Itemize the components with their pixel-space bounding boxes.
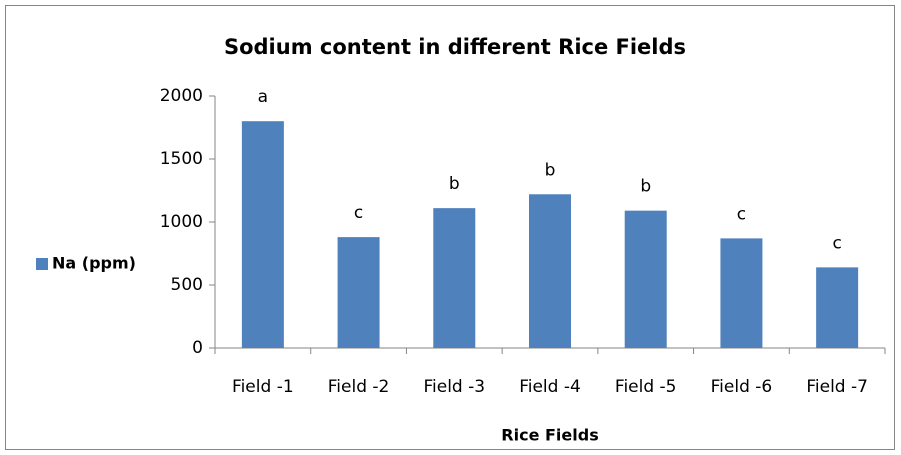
annotation: b: [449, 174, 460, 194]
x-tick-label: Field -1: [232, 377, 294, 397]
annotation: a: [258, 87, 268, 107]
legend-swatch: [36, 258, 48, 270]
x-tick-label: Field -6: [711, 377, 773, 397]
bar: [337, 237, 380, 348]
x-tick-label: Field -5: [615, 377, 677, 397]
bar: [529, 194, 571, 348]
bar: [816, 267, 859, 348]
annotation: c: [737, 204, 746, 224]
y-tick-label: 1500: [160, 149, 203, 169]
y-tick-label: 500: [171, 275, 203, 295]
x-tick-label: Field -7: [806, 377, 868, 397]
y-tick-label: 0: [192, 338, 203, 358]
bar: [241, 121, 284, 348]
chart-title: Sodium content in different Rice Fields: [224, 35, 686, 59]
annotation: b: [640, 177, 651, 197]
bar: [433, 208, 476, 348]
x-tick-label: Field -3: [423, 377, 485, 397]
bar: [624, 210, 667, 348]
x-tick-label: Field -4: [519, 377, 581, 397]
annotation: c: [354, 203, 363, 223]
x-tick-label: Field -2: [328, 377, 390, 397]
bar: [720, 238, 763, 348]
annotation: b: [545, 160, 556, 180]
legend-label: Na (ppm): [52, 254, 136, 273]
y-tick-label: 2000: [160, 86, 203, 106]
x-axis-title: Rice Fields: [501, 426, 598, 445]
y-tick-label: 1000: [160, 212, 203, 232]
annotation: c: [832, 233, 841, 253]
